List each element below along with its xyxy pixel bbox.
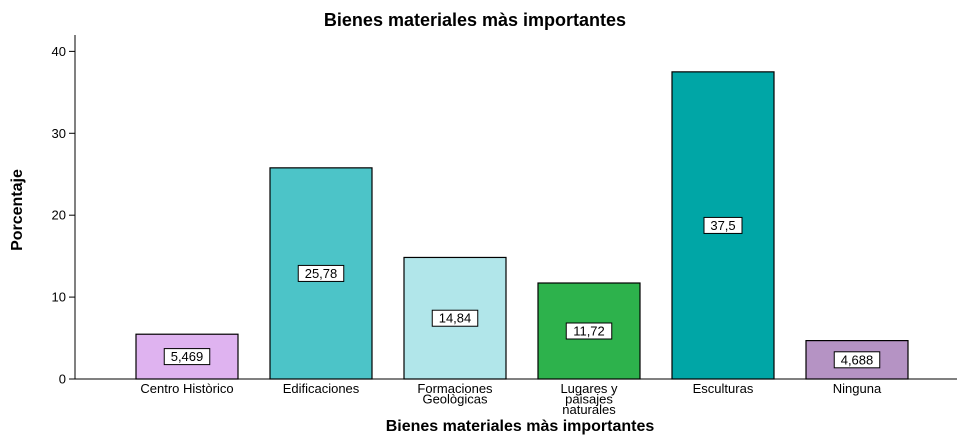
data-label-box <box>833 351 881 369</box>
data-label-0: 5,469 <box>163 348 211 366</box>
data-label-3: 11,72 <box>565 322 613 340</box>
y-tick-label-4: 40 <box>52 44 66 59</box>
data-label-4: 37,5 <box>703 216 743 234</box>
x-axis-title: Bienes materiales màs importantes <box>386 418 655 435</box>
data-label-text: 37,5 <box>710 218 735 233</box>
data-label-2: 14,84 <box>431 309 479 327</box>
x-tick-label-5: Ninguna <box>833 381 882 396</box>
data-label-text: 14,84 <box>439 311 472 326</box>
x-tick-label-0: Centro Històrico <box>140 381 233 396</box>
data-label-1: 25,78 <box>297 264 345 282</box>
data-label-box <box>163 348 211 366</box>
data-label-5: 4,688 <box>833 351 881 369</box>
y-tick-label-0: 0 <box>59 372 66 387</box>
y-tick-label-1: 10 <box>52 290 66 305</box>
data-label-box <box>297 264 345 282</box>
x-tick-label-2: Formaciones Geològicas <box>417 381 493 407</box>
data-label-box <box>565 322 613 340</box>
chart-title: Bienes materiales màs importantes <box>324 10 626 30</box>
x-tick-label-4: Esculturas <box>693 381 754 396</box>
y-axis-title: Porcentaje <box>9 169 26 251</box>
x-tick-label-3: Lugares y paisajes naturales <box>560 381 618 417</box>
data-label-box <box>703 216 743 234</box>
data-label-text: 25,78 <box>305 266 338 281</box>
data-label-box <box>431 309 479 327</box>
data-label-text: 4,688 <box>841 352 874 367</box>
data-label-text: 11,72 <box>573 324 605 339</box>
data-label-text: 5,469 <box>171 349 204 364</box>
y-tick-label-2: 20 <box>52 208 66 223</box>
y-tick-label-3: 30 <box>52 126 66 141</box>
axes-layer: Centro Històrico Edificaciones Formaciones… <box>52 35 957 417</box>
bars-layer <box>135 71 909 380</box>
data-labels-layer: 5,469 25,78 14,84 11,72 37,5 4,688 <box>163 216 881 369</box>
x-tick-label-1: Edificaciones <box>283 381 360 396</box>
